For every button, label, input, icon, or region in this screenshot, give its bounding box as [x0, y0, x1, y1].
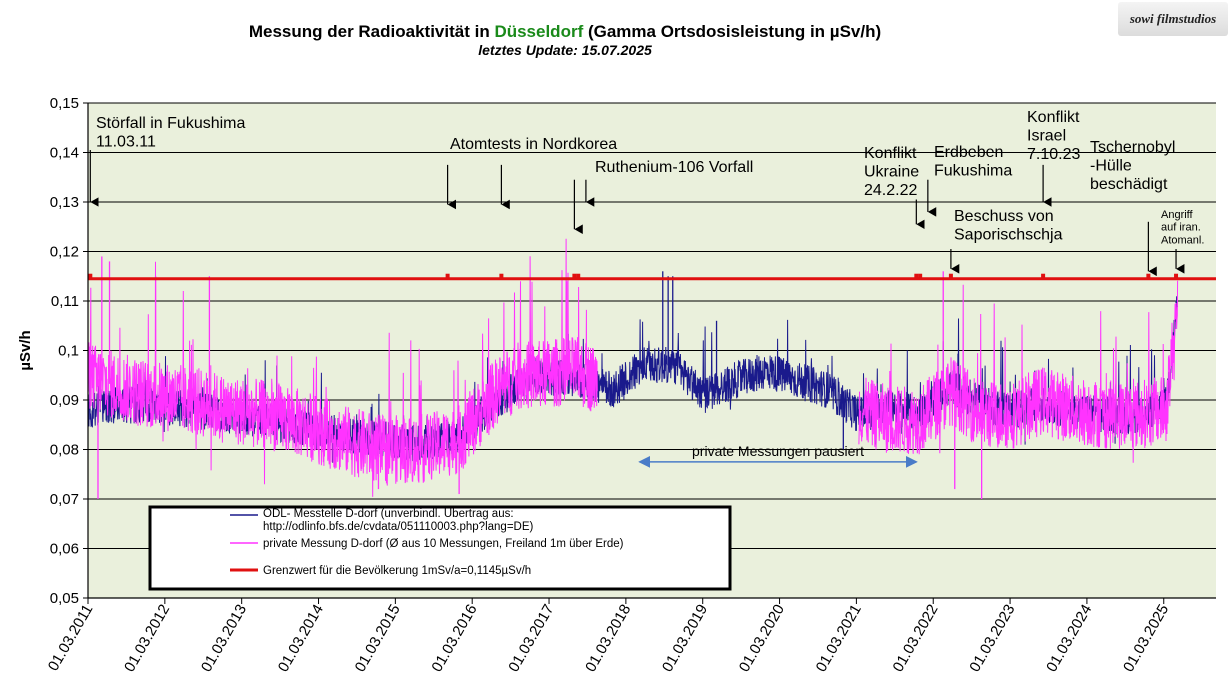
y-tick-label: 0,15 [50, 95, 79, 112]
x-tick-label: 01.03.2015 [352, 602, 404, 676]
annotation-line: Saporischschja [954, 226, 1063, 243]
legend-label-limit: Grenzwert für die Bevölkerung 1mSv/a=0,1… [263, 565, 531, 577]
annotation-layer: Störfall in Fukushima 11.03.11 Atomtests i… [89, 109, 1204, 468]
annotation-text: Konflikt Israel 7.10.23 [1027, 109, 1080, 163]
x-tick-label: 01.03.2017 [505, 602, 557, 676]
x-tick-label: 01.03.2020 [736, 602, 788, 676]
legend-box [148, 505, 732, 591]
event-marker [572, 273, 577, 278]
x-tick-label: 01.03.2018 [582, 602, 634, 676]
legend: ODL- Messtelle D-dorf (unverbindl. Übert… [148, 505, 732, 591]
annotation-line: Israel [1027, 127, 1066, 144]
x-tick-label: 01.03.2024 [1043, 602, 1095, 676]
annotation-line: Erdbeben [934, 144, 1003, 161]
y-tick-label: 0,13 [50, 194, 79, 211]
series-layer [87, 238, 1216, 499]
event-marker [1041, 273, 1046, 278]
y-tick-label: 0,12 [50, 244, 79, 261]
y-axis-label: µSv/h [17, 330, 34, 370]
y-tick-label: 0,11 [51, 293, 79, 310]
y-tick-label: 0,1 [58, 343, 79, 360]
y-tick-label: 0,08 [50, 442, 79, 459]
event-marker [914, 273, 919, 278]
annotation-line: Tschernobyl [1090, 139, 1175, 156]
legend-label-line: http://odlinfo.bfs.de/cvdata/051110003.p… [263, 521, 534, 533]
annotation-line: 11.03.11 [96, 133, 156, 150]
event-marker [948, 273, 953, 278]
x-tick-label: 01.03.2013 [198, 602, 250, 676]
annotation-line: 24.2.22 [864, 182, 917, 199]
legend-label-line: ODL- Messtelle D-dorf (unverbindl. Übert… [263, 508, 514, 520]
legend-label-odl: ODL- Messtelle D-dorf (unverbindl. Übert… [263, 508, 534, 533]
annotation-text: Tschernobyl -Hülle beschädigt [1090, 139, 1175, 193]
annotation-line: Ruthenium-106 Vorfall [595, 159, 753, 176]
chart-title: Messung der Radioaktivität in Düsseldorf… [248, 22, 882, 41]
x-tick-label: 01.03.2016 [428, 602, 480, 676]
y-tick-label: 0,06 [50, 541, 79, 558]
annotation-line: Konflikt [864, 145, 917, 162]
x-tick-label: 01.03.2021 [813, 602, 865, 676]
annotation-line: Angriff [1161, 209, 1194, 221]
pause-range-label: private Messungen pausiert [692, 443, 864, 459]
annotation-line: auf iran. [1161, 222, 1201, 234]
chart-subtitle: letztes Update: 15.07.2025 [478, 42, 652, 58]
event-marker [1174, 273, 1179, 278]
annotation-text: Atomtests in Nordkorea [450, 136, 617, 153]
event-marker [445, 273, 450, 278]
annotation-text: Konflikt Ukraine 24.2.22 [864, 145, 919, 199]
event-marker [576, 273, 581, 278]
x-tick-label: 01.03.2011 [45, 602, 97, 675]
logo: sowi filmstudios [1118, 2, 1228, 36]
event-marker [88, 273, 93, 278]
y-tick-label: 0,05 [50, 590, 79, 607]
annotation-line: 7.10.23 [1027, 146, 1080, 163]
y-tick-label: 0,14 [50, 145, 79, 162]
y-tick-label: 0,09 [50, 392, 79, 409]
annotation-line: beschädigt [1090, 176, 1168, 193]
event-marker [918, 273, 923, 278]
annotation-line: Atomtests in Nordkorea [450, 136, 617, 153]
annotation-text: Beschuss von Saporischschja [954, 208, 1063, 243]
annotation-line: Fukushima [934, 162, 1012, 179]
annotation-line: Konflikt [1027, 109, 1080, 126]
x-tick-label: 01.03.2023 [966, 602, 1018, 676]
annotation-line: Atomanl. [1161, 234, 1204, 246]
annotation-text: Ruthenium-106 Vorfall [595, 159, 753, 176]
event-marker [1146, 273, 1151, 278]
annotation-line: Störfall in Fukushima [96, 115, 245, 132]
annotation-text: Erdbeben Fukushima [934, 144, 1012, 179]
annotation-text: Angriff auf iran. Atomanl. [1161, 209, 1204, 246]
x-tick-label: 01.03.2022 [889, 602, 941, 676]
annotation-text: Störfall in Fukushima 11.03.11 [96, 115, 245, 150]
private-series-line [87, 238, 1179, 497]
annotation-line: Ukraine [864, 163, 919, 180]
x-tick-label: 01.03.2019 [659, 602, 711, 676]
annotation-line: -Hülle [1090, 157, 1132, 174]
event-marker [499, 273, 504, 278]
y-tick-label: 0,07 [50, 491, 79, 508]
x-tick-label: 01.03.2012 [121, 602, 173, 676]
legend-label-private: private Messung D-dorf (Ø aus 10 Messung… [263, 538, 624, 550]
x-tick-label: 01.03.2025 [1120, 602, 1172, 676]
x-tick-label: 01.03.2014 [275, 602, 327, 676]
annotation-line: Beschuss von [954, 208, 1054, 225]
